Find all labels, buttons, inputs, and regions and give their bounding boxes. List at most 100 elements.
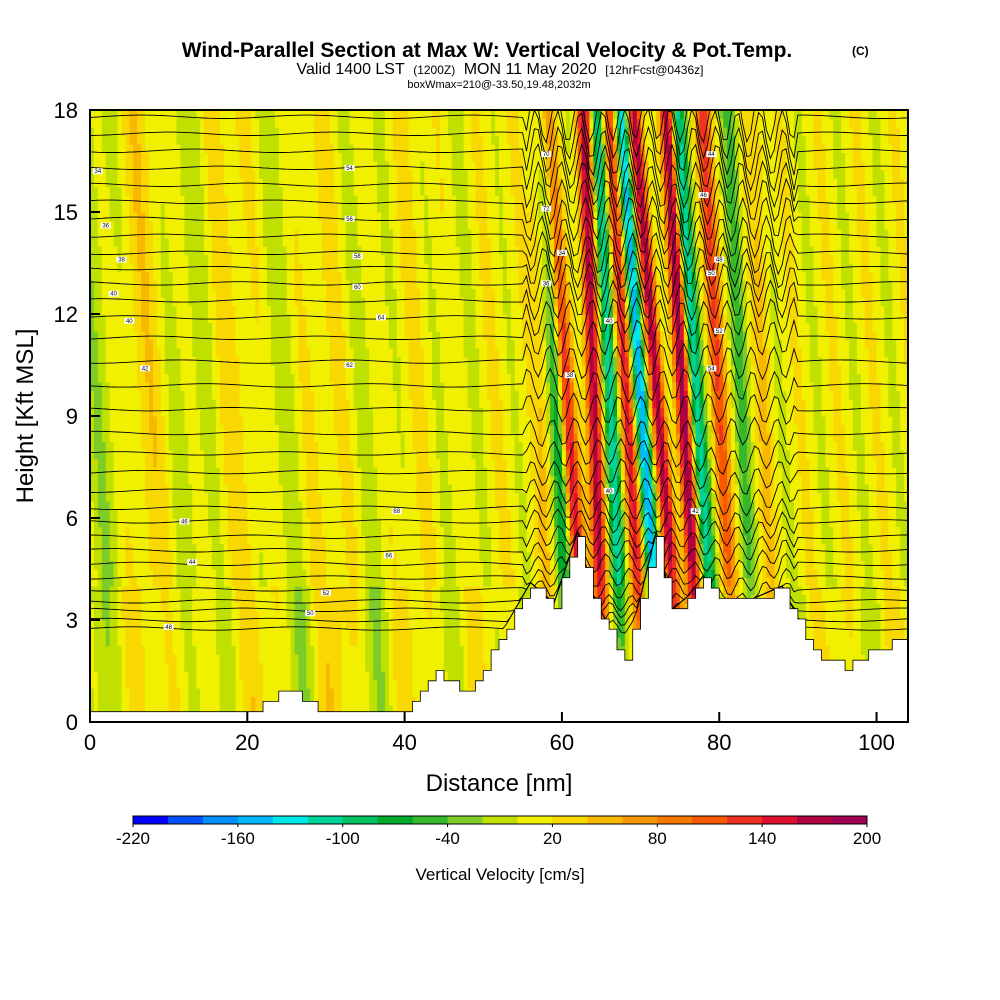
velocity-cell [97, 611, 103, 621]
velocity-cell [286, 118, 292, 128]
velocity-cell [137, 654, 142, 664]
velocity-cell [180, 696, 185, 706]
velocity-cell [266, 433, 272, 443]
velocity-cell [109, 637, 115, 647]
velocity-cell [207, 212, 213, 222]
velocity-cell [172, 560, 178, 570]
velocity-cell [211, 186, 217, 196]
velocity-cell [306, 220, 311, 230]
velocity-cell [286, 484, 292, 494]
velocity-cell [207, 229, 213, 239]
velocity-cell [341, 594, 347, 604]
velocity-cell [200, 416, 205, 426]
velocity-cell [141, 314, 146, 324]
velocity-cell [255, 679, 260, 689]
velocity-cell [152, 569, 158, 579]
velocity-cell [188, 441, 193, 451]
velocity-cell [215, 620, 221, 630]
velocity-cell [180, 475, 185, 485]
velocity-cell [247, 399, 252, 409]
velocity-cell [121, 237, 126, 247]
velocity-cell [215, 543, 221, 553]
velocity-cell [105, 365, 111, 375]
velocity-cell [274, 144, 280, 154]
velocity-cell [270, 203, 276, 213]
velocity-cell [239, 645, 244, 655]
velocity-cell [243, 382, 248, 392]
velocity-cell [207, 620, 213, 630]
velocity-cell [329, 662, 335, 672]
velocity-cell [306, 339, 311, 349]
velocity-cell [180, 229, 185, 239]
velocity-cell [259, 611, 264, 621]
velocity-cell [172, 365, 178, 375]
velocity-cell [172, 526, 178, 536]
velocity-cell [270, 263, 276, 273]
velocity-cell [357, 169, 362, 179]
velocity-cell [318, 305, 323, 315]
velocity-cell [325, 305, 331, 315]
velocity-cell [125, 696, 130, 706]
velocity-cell [172, 501, 178, 511]
velocity-cell [325, 339, 331, 349]
velocity-cell [188, 331, 193, 341]
velocity-cell [243, 637, 248, 647]
velocity-cell [290, 450, 296, 460]
velocity-cell [239, 246, 244, 256]
velocity-cell [235, 509, 241, 519]
velocity-cell [211, 110, 217, 120]
velocity-cell [121, 484, 126, 494]
velocity-cell [314, 110, 319, 120]
velocity-cell [239, 416, 244, 426]
velocity-cell [219, 373, 225, 383]
velocity-cell [278, 441, 284, 451]
velocity-cell [200, 127, 205, 137]
velocity-cell [243, 518, 248, 528]
velocity-cell [129, 679, 134, 689]
velocity-cell [247, 577, 252, 587]
velocity-cell [274, 535, 280, 545]
velocity-cell [109, 552, 115, 562]
velocity-cell [164, 246, 170, 256]
velocity-cell [270, 212, 276, 222]
velocity-cell [325, 620, 331, 630]
velocity-cell [353, 152, 359, 162]
velocity-cell [117, 399, 123, 409]
velocity-cell [93, 178, 99, 188]
velocity-cell [145, 144, 150, 154]
velocity-cell [270, 518, 276, 528]
velocity-cell [101, 560, 107, 570]
velocity-cell [121, 569, 126, 579]
velocity-cell [259, 543, 264, 553]
velocity-cell [325, 127, 331, 137]
velocity-cell [223, 237, 229, 247]
velocity-cell [164, 144, 170, 154]
velocity-cell [101, 509, 107, 519]
velocity-cell [113, 203, 119, 213]
velocity-cell [207, 246, 213, 256]
velocity-cell [188, 586, 193, 596]
velocity-cell [176, 603, 182, 613]
velocity-cell [184, 399, 189, 409]
velocity-cell [294, 254, 300, 264]
velocity-cell [294, 186, 300, 196]
velocity-cell [302, 237, 307, 247]
velocity-cell [243, 594, 248, 604]
velocity-cell [302, 271, 307, 281]
velocity-cell [188, 288, 193, 298]
velocity-cell [274, 603, 280, 613]
velocity-cell [152, 424, 158, 434]
velocity-cell [353, 484, 359, 494]
velocity-cell [105, 560, 111, 570]
velocity-cell [274, 399, 280, 409]
velocity-cell [239, 399, 244, 409]
velocity-cell [204, 314, 209, 324]
velocity-cell [302, 127, 307, 137]
velocity-cell [184, 152, 189, 162]
velocity-cell [325, 509, 331, 519]
velocity-cell [255, 475, 260, 485]
velocity-cell [294, 331, 300, 341]
velocity-cell [314, 662, 319, 672]
velocity-cell [125, 526, 130, 536]
velocity-cell [133, 399, 138, 409]
